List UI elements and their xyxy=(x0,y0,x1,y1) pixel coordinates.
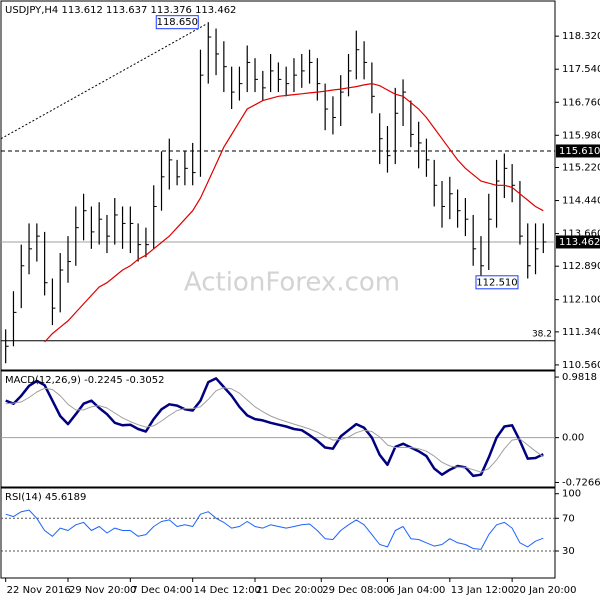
y-tick-label: 30 xyxy=(562,546,575,557)
x-tick-label: 14 Dec 12:00 xyxy=(194,585,261,596)
y-tick-label: 112.890 xyxy=(562,261,600,272)
y-tick-label: -0.7266 xyxy=(562,477,600,488)
plot-area xyxy=(1,377,555,478)
watermark: ActionForex.com xyxy=(184,268,400,298)
y-tick-label: 115.980 xyxy=(562,130,600,141)
indicator-line xyxy=(5,509,544,550)
level-tag-label: 113.462 xyxy=(559,237,600,248)
panel-frame xyxy=(0,370,556,488)
panel-frame xyxy=(0,487,556,579)
trendline xyxy=(1,23,207,140)
y-tick-label: 70 xyxy=(562,513,575,524)
annotation-box xyxy=(155,15,199,30)
y-tick-label: 113.660 xyxy=(562,229,600,240)
y-tick-label: 0.9818 xyxy=(562,372,597,383)
level-tag-label: 115.610 xyxy=(559,146,600,157)
y-tick-label: 0.00 xyxy=(562,433,584,444)
plot-area: ActionForex.com xyxy=(1,22,555,364)
panel-title: RSI(14) 45.6189 xyxy=(5,492,86,503)
indicator-line xyxy=(5,387,544,473)
x-tick-label: 22 Nov 2016 xyxy=(7,585,71,596)
y-tick-label: 116.760 xyxy=(562,97,600,108)
y-tick-label: 112.100 xyxy=(562,295,600,306)
retracement-label: 38.2 xyxy=(532,329,552,339)
y-tick-label: 118.320 xyxy=(562,31,600,42)
annotation-box xyxy=(475,275,519,290)
plot-area xyxy=(1,509,555,552)
indicator-line xyxy=(5,377,544,478)
x-tick-label: 29 Nov 20:00 xyxy=(69,585,136,596)
y-tick-label: 115.220 xyxy=(562,162,600,173)
x-tick-label: 6 Jan 04:00 xyxy=(388,585,445,596)
moving-average xyxy=(44,82,544,343)
level-tag xyxy=(556,144,600,158)
y-tick-label: 110.560 xyxy=(562,360,600,371)
level-tag xyxy=(556,235,600,249)
x-tick-label: 29 Dec 08:00 xyxy=(322,585,389,596)
x-tick-label: 20 Jan 20:00 xyxy=(513,585,576,596)
y-tick-label: 114.440 xyxy=(562,196,600,207)
x-tick-label: 21 Dec 20:00 xyxy=(256,585,323,596)
x-tick-label: 7 Dec 04:00 xyxy=(131,585,192,596)
y-tick-label: 117.540 xyxy=(562,64,600,75)
x-tick-label: 13 Jan 12:00 xyxy=(451,585,514,596)
panel-frame xyxy=(0,0,556,371)
y-tick-label: 100 xyxy=(562,489,581,500)
y-tick-label: 111.340 xyxy=(562,327,600,338)
annotation-label: 118.650 xyxy=(157,17,198,28)
panel-title: USDJPY,H4 113.612 113.637 113.376 113.46… xyxy=(5,5,236,16)
panel-title: MACD(12,26,9) -0.2245 -0.3052 xyxy=(5,375,165,386)
annotation-label: 112.510 xyxy=(476,277,517,288)
